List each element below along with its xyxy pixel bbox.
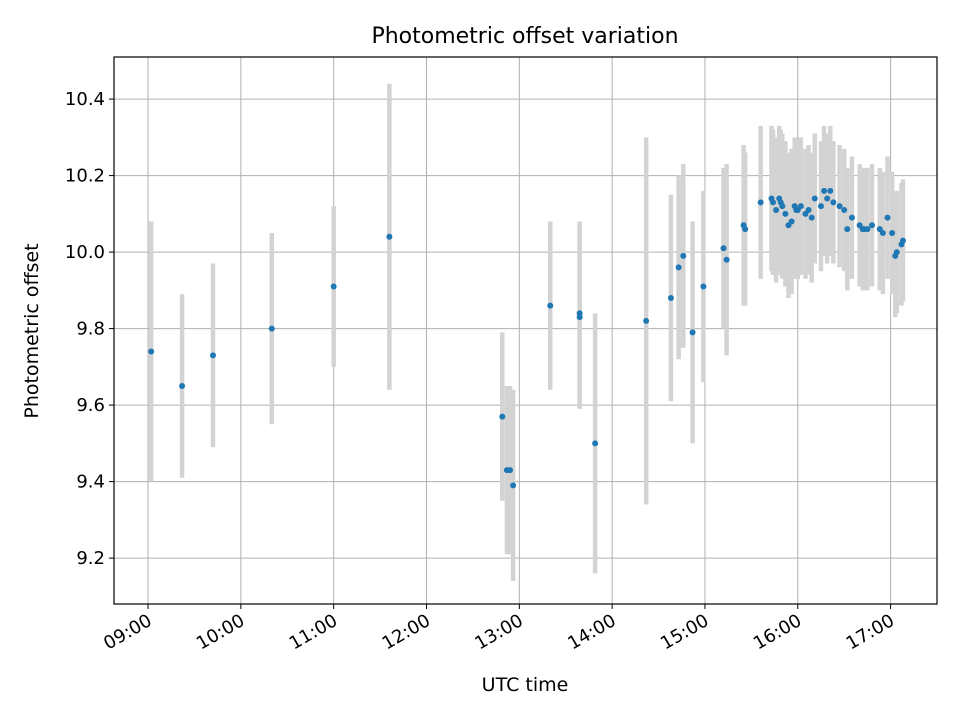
data-point <box>817 203 824 210</box>
y-tick-label: 10.0 <box>65 242 105 263</box>
data-point <box>667 294 674 301</box>
data-point <box>821 187 828 194</box>
data-point <box>675 264 682 271</box>
y-tick-label: 9.2 <box>76 548 105 569</box>
data-point <box>148 348 155 355</box>
data-point <box>788 218 795 225</box>
plot-frame <box>113 56 938 605</box>
data-point <box>179 382 186 389</box>
y-tick-label: 10.4 <box>65 89 105 110</box>
data-point <box>779 203 786 210</box>
data-point <box>742 226 749 233</box>
data-point <box>889 229 896 236</box>
x-tick-label: 16:00 <box>750 610 805 654</box>
x-tick-label: 12:00 <box>379 610 434 654</box>
y-axis-label: Photometric offset <box>21 243 43 418</box>
data-point <box>723 256 730 263</box>
data-point <box>830 199 837 206</box>
data-point <box>836 203 843 210</box>
x-tick-label: 15:00 <box>657 610 712 654</box>
chart-title: Photometric offset variation <box>371 24 678 49</box>
data-points <box>148 187 906 489</box>
data-point <box>499 413 506 420</box>
data-point <box>757 199 764 206</box>
data-point <box>848 214 855 221</box>
data-point <box>869 222 876 229</box>
x-tick-label: 10:00 <box>193 610 248 654</box>
y-tick-label: 9.8 <box>76 319 105 340</box>
data-point <box>827 187 834 194</box>
data-point <box>824 195 831 202</box>
x-tick-label: 17:00 <box>843 610 898 654</box>
x-axis-ticks: 09:00 10:00 11:00 12:00 13:00 14:00 15:00 16:00… <box>100 604 898 654</box>
y-tick-label: 10.2 <box>65 166 105 187</box>
data-point <box>844 226 851 233</box>
y-tick-label: 9.6 <box>76 395 105 416</box>
data-point <box>386 233 393 240</box>
data-point <box>884 214 891 221</box>
data-point <box>770 199 777 206</box>
data-point <box>841 207 848 214</box>
data-point <box>510 482 517 489</box>
data-point <box>893 249 900 256</box>
data-point <box>797 203 804 210</box>
error-bars <box>148 83 906 582</box>
data-point <box>879 229 886 236</box>
data-point <box>210 352 217 359</box>
data-point <box>720 245 727 252</box>
data-point <box>689 329 696 336</box>
y-axis-ticks: 9.2 9.4 9.6 9.8 10.0 10.2 10.4 <box>65 89 114 569</box>
data-point <box>864 226 871 233</box>
data-point <box>547 302 554 309</box>
data-point <box>773 207 780 214</box>
data-point <box>680 252 687 259</box>
data-point <box>330 283 337 290</box>
data-point <box>643 317 650 324</box>
x-tick-label: 13:00 <box>471 610 526 654</box>
data-point <box>507 467 514 474</box>
data-point <box>592 440 599 447</box>
data-point <box>782 210 789 217</box>
data-point <box>268 325 275 332</box>
x-tick-label: 11:00 <box>286 610 341 654</box>
y-tick-label: 9.4 <box>76 472 105 493</box>
data-point <box>811 195 818 202</box>
x-axis-label: UTC time <box>482 674 569 696</box>
data-point <box>576 314 583 321</box>
data-point <box>808 214 815 221</box>
data-point <box>805 207 812 214</box>
x-tick-label: 14:00 <box>564 610 619 654</box>
data-point <box>700 283 707 290</box>
x-tick-label: 09:00 <box>100 610 155 654</box>
data-point <box>899 237 906 244</box>
